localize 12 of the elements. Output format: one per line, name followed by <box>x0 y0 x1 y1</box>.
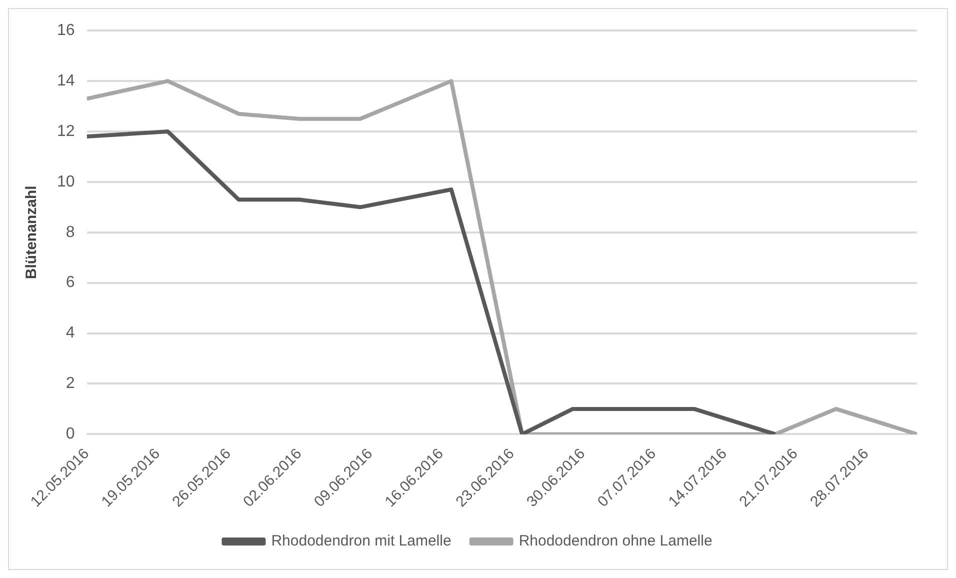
y-tick-label: 2 <box>66 375 75 392</box>
y-tick-label: 4 <box>66 324 75 342</box>
y-tick-label: 12 <box>57 122 75 140</box>
y-axis-title: Blütenanzahl <box>23 186 40 280</box>
y-tick-label: 10 <box>57 173 75 190</box>
y-tick-label: 6 <box>66 274 75 292</box>
y-tick-label: 14 <box>57 72 75 90</box>
legend-label: Rhododendron mit Lamelle <box>271 532 452 550</box>
legend-label: Rhododendron ohne Lamelle <box>518 532 712 550</box>
y-tick-label: 0 <box>66 426 75 443</box>
y-tick-label: 16 <box>57 22 75 40</box>
y-tick-label: 8 <box>66 224 75 241</box>
